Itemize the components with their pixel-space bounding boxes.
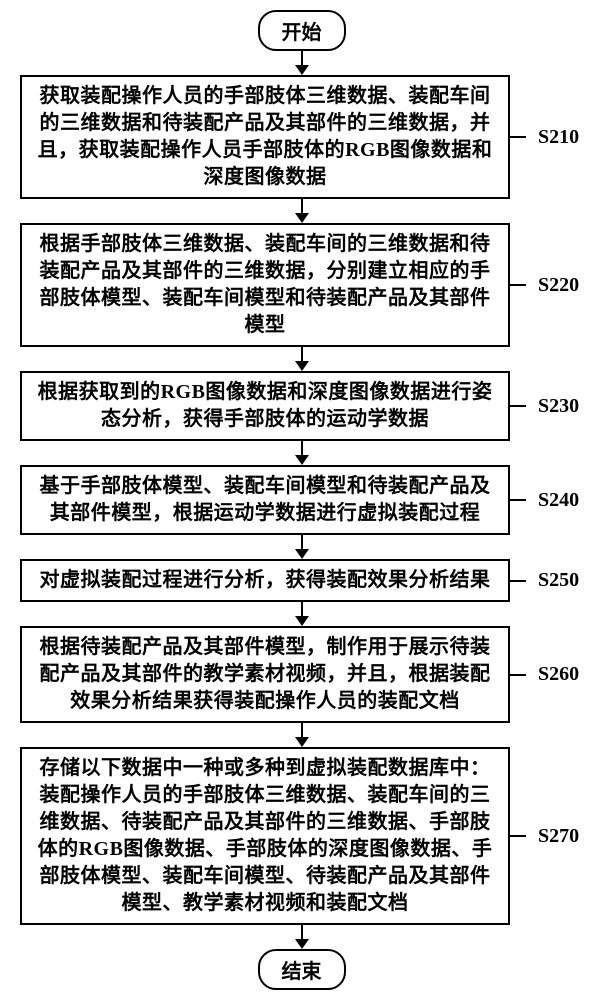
step-id-label: S240: [538, 489, 579, 512]
label-connector: [510, 499, 526, 501]
flow-arrow: [295, 199, 309, 223]
step-box: 根据手部肢体三维数据、装配车间的三维数据和待装配产品及其部件的三维数据，分别建立…: [20, 223, 510, 347]
step-row: 获取装配操作人员的手部肢体三维数据、装配车间的三维数据和待装配产品及其部件的三维…: [20, 75, 583, 199]
step-row: 根据手部肢体三维数据、装配车间的三维数据和待装配产品及其部件的三维数据，分别建立…: [20, 223, 583, 347]
step-box: 获取装配操作人员的手部肢体三维数据、装配车间的三维数据和待装配产品及其部件的三维…: [20, 75, 510, 199]
label-connector: [510, 835, 526, 837]
step-row: 基于手部肢体模型、装配车间模型和待装配产品及其部件模型，根据运动学数据进行虚拟装…: [20, 465, 583, 535]
step-id-label: S270: [538, 825, 579, 848]
step-id-label: S230: [538, 395, 579, 418]
label-connector: [510, 136, 526, 138]
flow-arrow: [295, 347, 309, 371]
flow-arrow: [295, 723, 309, 747]
label-connector: [510, 674, 526, 676]
step-id-label: S220: [538, 274, 579, 297]
start-label: 开始: [282, 22, 322, 44]
step-row: 对虚拟装配过程进行分析，获得装配效果分析结果 S250: [20, 559, 583, 602]
label-connector: [510, 284, 526, 286]
step-box: 根据待装配产品及其部件模型，制作用于展示待装配产品及其部件的教学素材视频，并且，…: [20, 626, 510, 723]
flow-arrow: [295, 535, 309, 559]
end-terminator: 结束: [258, 949, 346, 990]
step-label-wrap: S220: [510, 274, 579, 297]
label-connector: [510, 405, 526, 407]
step-label-wrap: S210: [510, 126, 579, 149]
step-row: 存储以下数据中一种或多种到虚拟装配数据库中：装配操作人员的手部肢体三维数据、装配…: [20, 747, 583, 925]
step-id-label: S210: [538, 126, 579, 149]
step-label-wrap: S260: [510, 663, 579, 686]
label-connector: [510, 580, 526, 582]
step-id-label: S260: [538, 663, 579, 686]
step-id-label: S250: [538, 569, 579, 592]
step-box: 对虚拟装配过程进行分析，获得装配效果分析结果: [20, 559, 510, 602]
step-box: 存储以下数据中一种或多种到虚拟装配数据库中：装配操作人员的手部肢体三维数据、装配…: [20, 747, 510, 925]
flow-arrow: [295, 925, 309, 949]
step-label-wrap: S270: [510, 825, 579, 848]
flow-arrow: [295, 602, 309, 626]
step-box: 根据获取到的RGB图像数据和深度图像数据进行姿态分析，获得手部肢体的运动学数据: [20, 371, 510, 441]
steps-container: 获取装配操作人员的手部肢体三维数据、装配车间的三维数据和待装配产品及其部件的三维…: [20, 51, 583, 949]
step-box: 基于手部肢体模型、装配车间模型和待装配产品及其部件模型，根据运动学数据进行虚拟装…: [20, 465, 510, 535]
step-row: 根据获取到的RGB图像数据和深度图像数据进行姿态分析，获得手部肢体的运动学数据 S…: [20, 371, 583, 441]
step-label-wrap: S250: [510, 569, 579, 592]
end-label: 结束: [282, 961, 322, 983]
flow-arrow: [295, 441, 309, 465]
step-label-wrap: S230: [510, 395, 579, 418]
step-label-wrap: S240: [510, 489, 579, 512]
start-terminator: 开始: [258, 10, 346, 51]
step-row: 根据待装配产品及其部件模型，制作用于展示待装配产品及其部件的教学素材视频，并且，…: [20, 626, 583, 723]
flow-arrow: [295, 51, 309, 75]
